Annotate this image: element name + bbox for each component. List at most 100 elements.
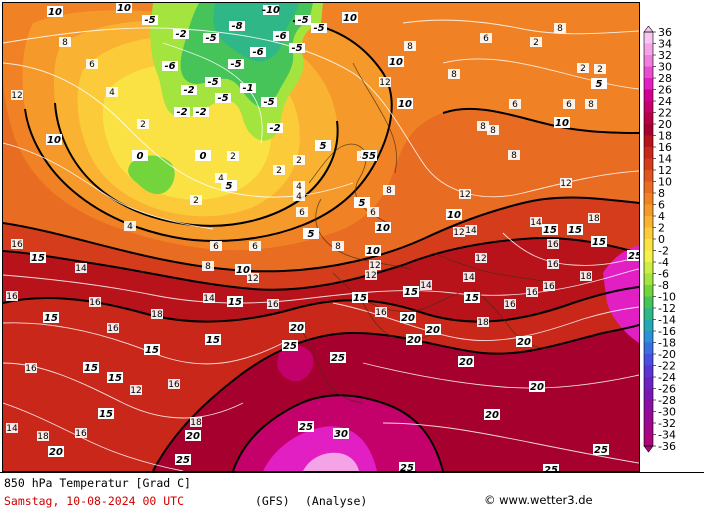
isotherm-label-6: 12	[11, 91, 22, 101]
polar-label-bg-1	[295, 15, 311, 25]
isotherm-label-65: 18	[477, 318, 489, 328]
legend-swatch-34	[644, 423, 653, 435]
isotherm-label-bg-64	[375, 307, 387, 317]
isotherm-label-bg-34	[83, 362, 99, 373]
isotherm-label-78: 12	[365, 271, 376, 281]
isotherm-label-2: 10	[343, 13, 357, 24]
isotherm-label-84: 14	[530, 218, 542, 228]
legend-swatch-28	[644, 354, 653, 366]
polar-label-14: -1	[242, 83, 253, 94]
isotherm-label-bg-9	[132, 150, 148, 161]
isotherm-label-55: 20	[459, 357, 473, 368]
isotherm-label-bg-75	[627, 250, 639, 261]
isotherm-label-105: 6	[566, 100, 572, 110]
isotherm-label-97: 8	[451, 70, 457, 80]
polar-label-10: -2	[183, 85, 194, 96]
polar-label-bg-19	[267, 123, 283, 133]
legend-label-3: 30	[658, 61, 672, 74]
isotherm-label-bg-60	[543, 464, 559, 471]
legend-swatch-18	[644, 239, 653, 251]
isotherm-label-bg-33	[25, 363, 37, 373]
polar-label-bg-5	[173, 29, 189, 39]
isotherm-label-bg-89	[508, 150, 520, 160]
isotherm-label-101: 5	[596, 79, 603, 90]
isotherm-label-41: 14	[6, 424, 18, 434]
isotherm-label-90: 8	[480, 122, 486, 132]
isotherm-label-bg-8	[137, 119, 149, 129]
legend-label-26: -16	[658, 325, 676, 338]
legend-swatch-13	[644, 181, 653, 194]
legend-swatch-29	[644, 365, 653, 378]
isotherm-label-0: 10	[48, 7, 62, 18]
isotherm-label-64: 16	[375, 308, 387, 318]
legend-swatch-14	[644, 193, 653, 205]
isotherm-label-114: 8	[335, 242, 341, 252]
isotherm-label-31: 16	[267, 300, 279, 310]
isotherm-label-bg-21	[30, 252, 46, 263]
isotherm-label-bg-52	[400, 312, 416, 323]
isotherm-label-50: 30	[334, 429, 348, 440]
legend-label-23: -10	[658, 291, 676, 304]
polar-label-16: -5	[144, 15, 155, 26]
legend-label-22: -8	[658, 279, 669, 292]
isotherm-label-bg-94	[379, 77, 391, 87]
isotherm-label-60: 25	[544, 465, 558, 471]
legend-swatch-4	[644, 78, 653, 90]
isotherm-label-73: 16	[547, 240, 559, 250]
isotherm-label-bg-118	[249, 241, 261, 251]
isotherm-label-bg-73	[547, 239, 559, 249]
isotherm-label-98: 6	[483, 34, 489, 44]
polar-label-5: -2	[175, 29, 186, 40]
isotherm-label-bg-71	[567, 224, 583, 235]
isotherm-label-bg-81	[475, 253, 487, 263]
legend-label-6: 24	[658, 95, 672, 108]
isotherm-label-36: 12	[130, 386, 141, 396]
polar-label-bg-9	[205, 77, 221, 87]
isotherm-label-33: 16	[25, 364, 37, 374]
isotherm-label-103: 8	[557, 24, 563, 34]
isotherm-label-68: 16	[543, 282, 555, 292]
isotherm-label-bg-2	[342, 12, 358, 23]
isotherm-label-58: 20	[485, 410, 499, 421]
isotherm-label-bg-62	[403, 286, 419, 297]
isotherm-label-bg-40	[185, 430, 201, 441]
isotherm-label-bg-78	[365, 270, 377, 280]
isotherm-label-59: 25	[594, 445, 608, 456]
polar-label-13: -2	[176, 107, 187, 118]
hotspot-east	[603, 245, 639, 343]
polar-label-bg-3	[273, 31, 289, 41]
polar-label-7: -5	[230, 59, 241, 70]
legend-label-8: 20	[658, 118, 672, 131]
isotherm-label-bg-47	[282, 340, 298, 351]
isotherm-label-66: 16	[504, 300, 516, 310]
isotherm-label-bg-77	[463, 272, 475, 282]
isotherm-label-bg-24	[43, 312, 59, 323]
isotherm-label-bg-42	[37, 431, 49, 441]
polar-label-bg-11	[215, 93, 231, 103]
isotherm-label-bg-3	[59, 37, 71, 47]
isotherm-label-24: 15	[44, 313, 58, 324]
isotherm-label-107: 5	[320, 141, 327, 152]
isotherm-label-51: 25	[400, 463, 414, 471]
polar-label-11: -5	[217, 93, 228, 104]
isotherm-label-bg-69	[580, 271, 592, 281]
isotherm-label-bg-1	[116, 3, 132, 13]
isotherm-label-bg-102	[594, 64, 606, 74]
isotherm-label-37: 16	[168, 380, 180, 390]
legend-label-18: 0	[658, 233, 665, 246]
isotherm-label-74: 18	[588, 214, 600, 224]
isotherm-label-bg-7	[46, 134, 62, 145]
isotherm-label-bg-105	[563, 99, 575, 109]
legend-label-7: 22	[658, 107, 672, 120]
legend-cap-bottom	[643, 445, 654, 453]
isotherm-label-47: 25	[283, 341, 297, 352]
isotherm-label-bg-57	[529, 381, 545, 392]
legend-label-36: -36	[658, 440, 676, 453]
legend-swatch-27	[644, 342, 653, 355]
isotherm-label-bg-110	[354, 197, 370, 208]
legend-label-16: 4	[658, 210, 665, 223]
legend-label-24: -12	[658, 302, 676, 315]
isotherm-label-bg-16	[210, 241, 222, 251]
isotherm-label-bg-55	[458, 356, 474, 367]
isotherm-label-48: 25	[331, 353, 345, 364]
